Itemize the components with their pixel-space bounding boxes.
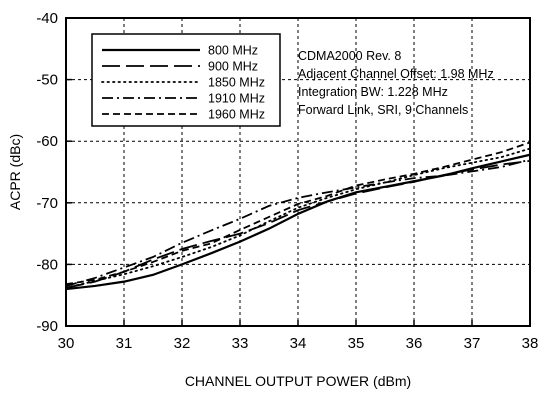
x-tick-label-34: 34 [290,335,307,352]
series-line-900-mhz [65,160,531,289]
x-tick-label-31: 31 [116,335,133,352]
legend-label-1910-mhz: 1910 MHz [208,92,265,106]
y-tick-label--40: -40 [36,10,58,27]
annotation-line-2: Adjacent Channel Offset: 1.98 MHz [298,67,494,81]
x-tick-label-38: 38 [522,335,539,352]
annotation-block: CDMA2000 Rev. 8 Adjacent Channel Offset:… [298,49,494,117]
x-tick-label-30: 30 [58,335,75,352]
series-line-800-mhz [65,153,531,291]
series-line-1910-mhz [65,158,531,287]
legend-label-800-mhz: 800 MHz [208,44,258,58]
y-tick-label--50: -50 [36,72,58,89]
x-axis-title: CHANNEL OUTPUT POWER (dBm) [185,373,411,389]
axis-labels: 30 31 32 33 34 35 36 37 38 -40 -50 -60 -70 -80 -90 [36,10,538,352]
legend-label-1850-mhz: 1850 MHz [208,76,265,90]
y-tick-label--70: -70 [36,195,58,212]
legend-label-1960-mhz: 1960 MHz [208,108,265,122]
series-line-1960-mhz [65,141,531,286]
x-tick-label-36: 36 [406,335,423,352]
series-lines [65,141,531,291]
x-tick-label-32: 32 [174,335,191,352]
series-line-1850-mhz [65,147,531,289]
y-tick-label--90: -90 [36,318,58,335]
x-tick-label-37: 37 [464,335,481,352]
y-tick-label--60: -60 [36,133,58,150]
annotation-line-3: Integration BW: 1.228 MHz [298,85,448,99]
x-tick-label-33: 33 [232,335,249,352]
x-tick-label-35: 35 [348,335,365,352]
grid [66,18,530,326]
legend: 800 MHz 900 MHz 1850 MHz 1910 MHz 1960 MHz [91,33,281,127]
annotation-line-1: CDMA2000 Rev. 8 [298,49,401,63]
y-axis-title: ACPR (dBc) [7,134,23,210]
axis-ticks [65,17,531,327]
y-tick-label--80: -80 [36,256,58,273]
annotation-line-4: Forward Link, SRI, 9 Channels [298,103,468,117]
legend-label-900-mhz: 900 MHz [208,60,258,74]
